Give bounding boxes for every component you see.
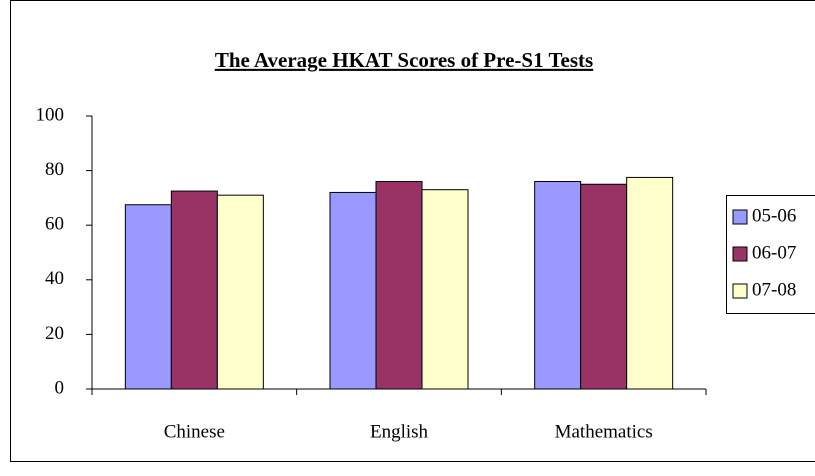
legend-label: 07-08 [752, 279, 796, 300]
legend-swatch [733, 284, 747, 298]
chart-title: The Average HKAT Scores of Pre-S1 Tests [215, 48, 593, 72]
y-tick-label: 60 [45, 214, 64, 235]
bar [217, 195, 263, 389]
y-tick-label: 20 [45, 323, 64, 344]
legend-swatch [733, 247, 747, 261]
y-tick-label: 40 [45, 268, 64, 289]
y-tick-label: 80 [45, 159, 64, 180]
bar [535, 182, 581, 389]
legend-label: 05-06 [752, 205, 796, 226]
bar [330, 192, 376, 389]
bar [581, 184, 627, 389]
x-tick-label: English [370, 421, 429, 442]
legend-label: 06-07 [752, 242, 796, 263]
legend-swatch [733, 210, 747, 224]
x-tick-label: Chinese [164, 421, 225, 442]
bar [422, 190, 468, 389]
y-tick-label: 100 [36, 104, 65, 125]
bar [627, 177, 673, 389]
y-tick-label: 0 [55, 377, 65, 398]
x-tick-label: Mathematics [555, 421, 653, 442]
bar [171, 191, 217, 389]
bar [376, 182, 422, 389]
bar [125, 205, 171, 389]
